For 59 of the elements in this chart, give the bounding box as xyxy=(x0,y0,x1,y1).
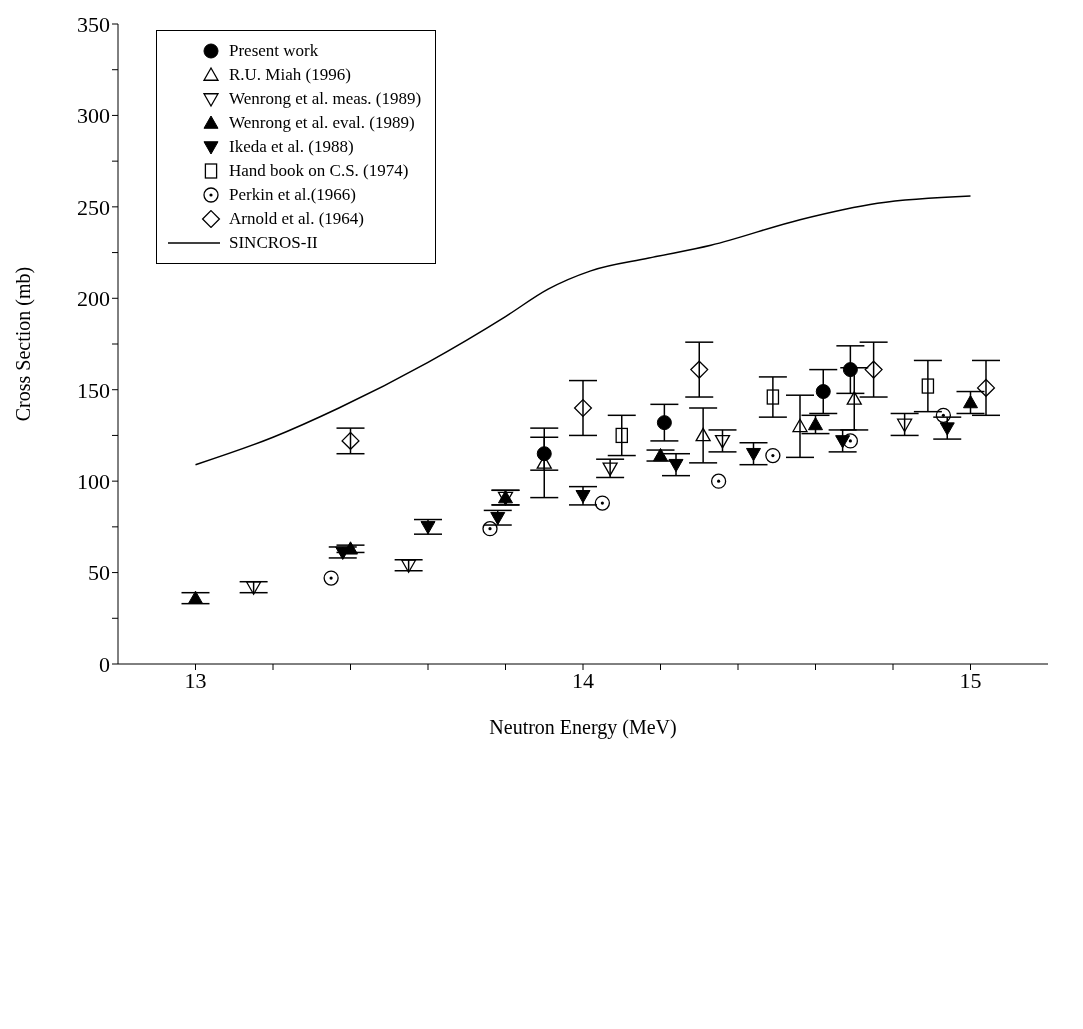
x-axis-title: Neutron Energy (MeV) xyxy=(489,716,677,739)
point xyxy=(656,415,672,431)
point xyxy=(896,418,913,433)
point xyxy=(653,448,668,462)
point xyxy=(921,378,935,394)
legend-label: R.U. Miah (1996) xyxy=(229,65,351,85)
legend-label: Wenrong et al. meas. (1989) xyxy=(229,89,422,109)
x-tick-label: 14 xyxy=(572,667,594,693)
point xyxy=(765,447,781,464)
point xyxy=(594,495,611,511)
y-tick-label: 350 xyxy=(77,11,110,37)
y-axis-title: Cross Section (mb) xyxy=(12,266,36,422)
legend-label: Wenrong et al. eval. (1989) xyxy=(229,113,415,133)
point xyxy=(323,570,339,586)
legend-label: Ikeda et al. (1988) xyxy=(229,137,354,157)
legend-label: SINCROS-II xyxy=(229,233,318,253)
point xyxy=(615,427,628,444)
point xyxy=(695,427,711,442)
point xyxy=(766,389,780,405)
y-tick-label: 100 xyxy=(77,468,110,494)
point xyxy=(842,362,858,378)
x-tick-label: 15 xyxy=(959,667,982,693)
legend-label: Arnold et al. (1964) xyxy=(229,209,365,229)
point xyxy=(792,418,808,433)
point xyxy=(573,398,593,418)
point xyxy=(575,490,591,504)
point xyxy=(746,447,761,462)
point xyxy=(714,435,731,449)
point xyxy=(341,431,360,450)
y-tick-label: 300 xyxy=(77,103,110,129)
point xyxy=(490,511,506,526)
point xyxy=(245,581,262,595)
point xyxy=(690,360,709,379)
point xyxy=(536,446,552,462)
point xyxy=(976,378,996,397)
point xyxy=(482,521,498,537)
legend-label: Present work xyxy=(229,41,319,61)
point xyxy=(842,433,859,449)
y-tick-label: 150 xyxy=(77,377,110,403)
point xyxy=(846,391,862,405)
point xyxy=(815,384,831,400)
point xyxy=(420,521,436,535)
point xyxy=(935,407,952,423)
point xyxy=(710,473,727,489)
point xyxy=(400,559,417,573)
legend-label: Hand book on C.S. (1974) xyxy=(229,161,409,181)
y-tick-label: 50 xyxy=(88,560,110,586)
point xyxy=(939,422,955,436)
point xyxy=(188,590,203,604)
point xyxy=(668,458,684,473)
y-tick-label: 0 xyxy=(99,651,110,677)
point xyxy=(963,395,978,409)
y-tick-label: 250 xyxy=(77,194,110,220)
point xyxy=(602,462,618,476)
x-tick-label: 13 xyxy=(184,667,207,693)
legend-label: Perkin et al.(1966) xyxy=(229,185,356,205)
point xyxy=(864,360,883,379)
y-tick-label: 200 xyxy=(77,286,110,312)
point xyxy=(808,416,823,431)
